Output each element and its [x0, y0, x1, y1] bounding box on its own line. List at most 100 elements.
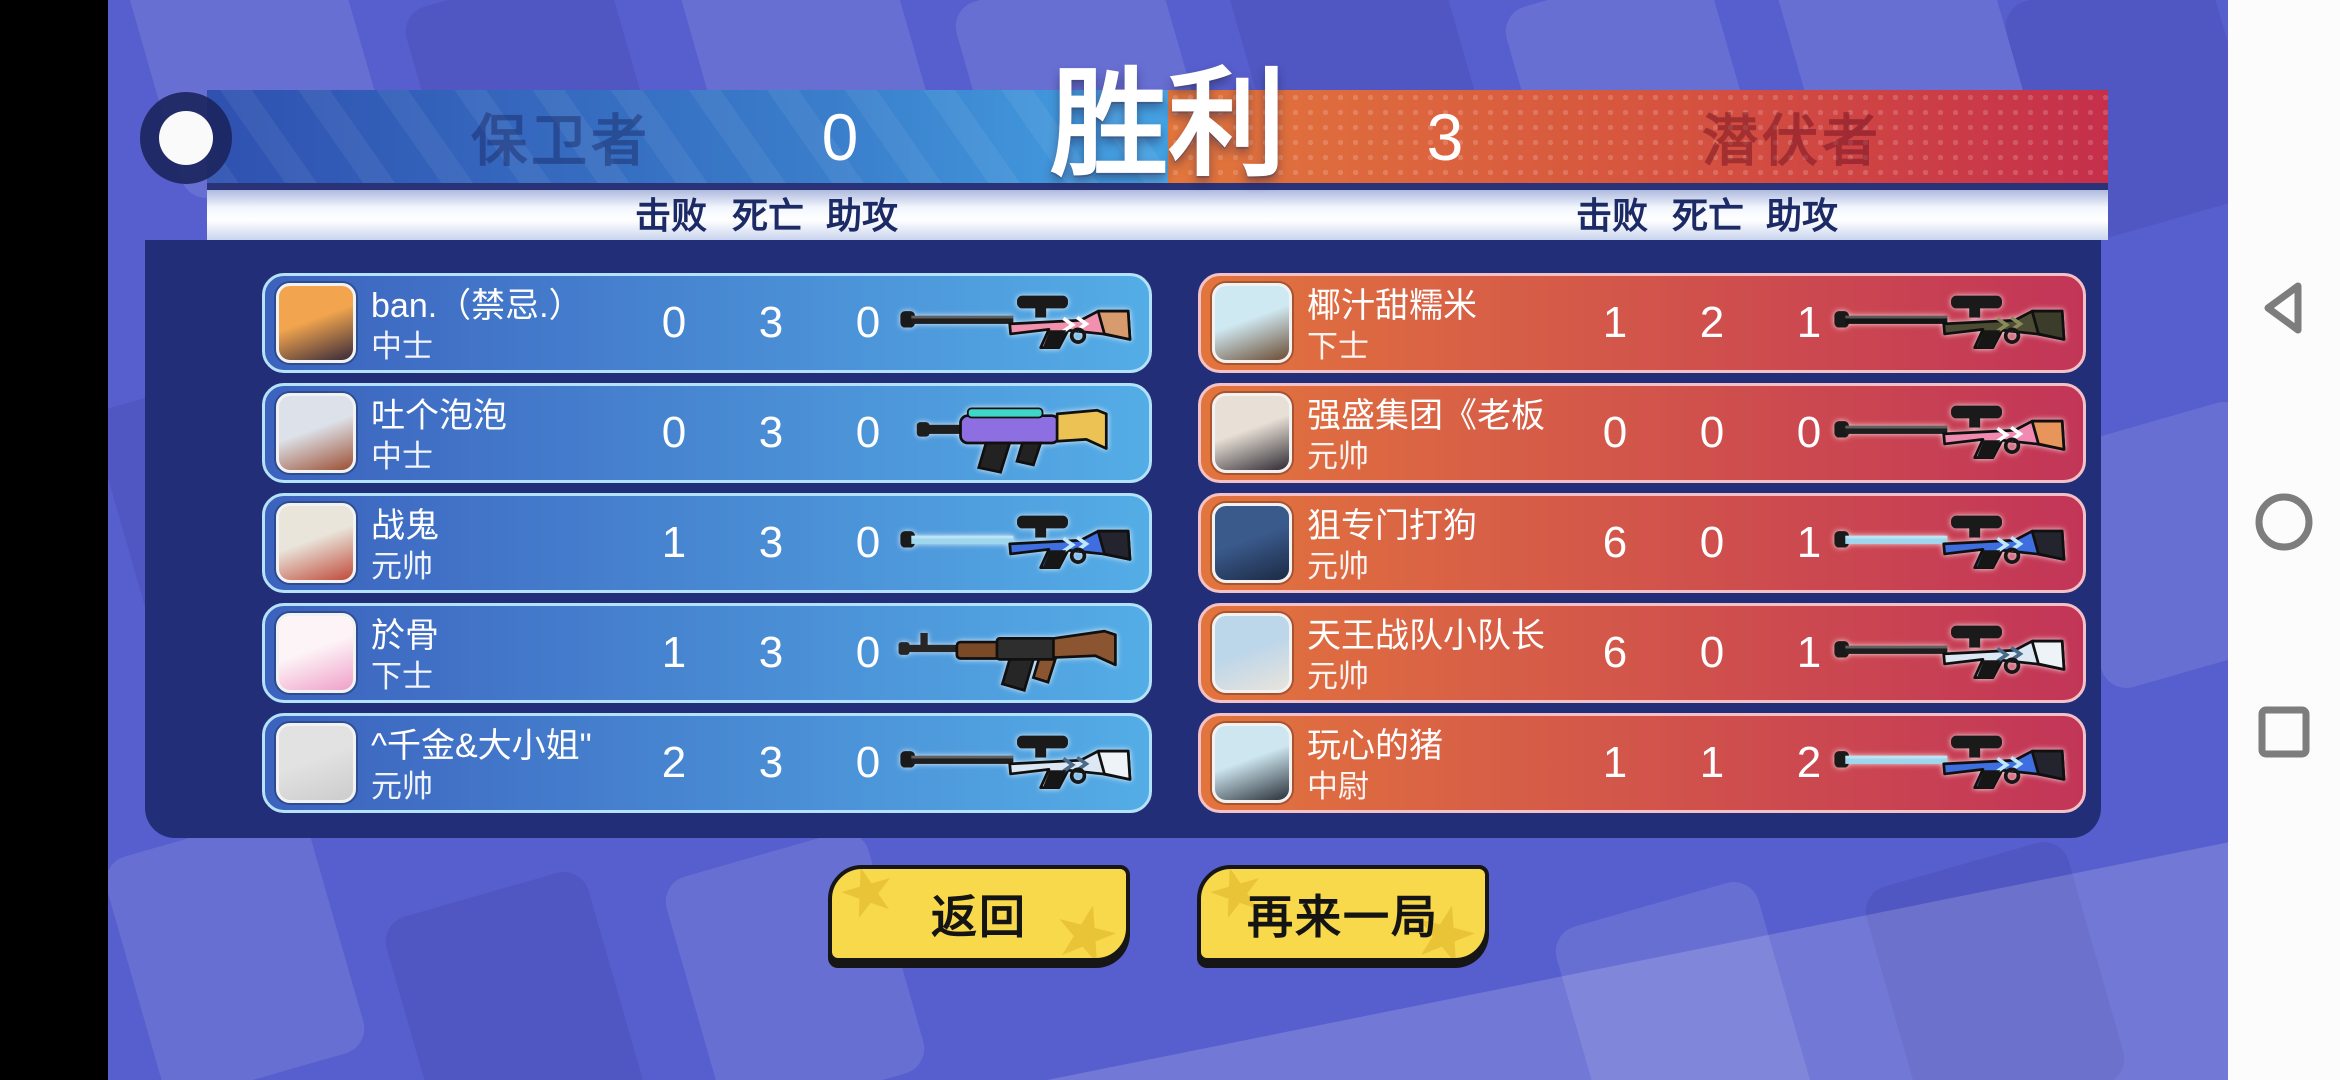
col-label-deaths-right: 死亡 — [1671, 194, 1745, 236]
player-rank: 元帅 — [371, 769, 433, 804]
play-again-button[interactable]: 再来一局 — [1197, 865, 1489, 962]
player-name: 强盛集团《老板 — [1307, 397, 1545, 435]
stat-deaths: 3 — [758, 518, 784, 567]
background-card-decoration — [379, 865, 651, 1080]
col-label-kills-left: 击败 — [634, 194, 708, 236]
team-left-list: ban.（禁忌.） 中士 0 3 0 吐个泡泡 中士 0 3 0 — [262, 273, 1152, 823]
android-recents-icon[interactable] — [2255, 703, 2313, 761]
stat-assists: 1 — [1796, 628, 1822, 677]
android-home-icon[interactable] — [2252, 490, 2316, 554]
stat-deaths: 1 — [1699, 738, 1725, 787]
stat-assists: 0 — [855, 518, 881, 567]
player-row: 於骨 下士 1 3 0 — [262, 603, 1152, 703]
victory-title: 胜利 — [1049, 59, 1287, 191]
stat-kills: 1 — [1602, 298, 1628, 347]
player-name: 玩心的猪 — [1307, 727, 1443, 765]
back-button[interactable]: 返回 — [828, 865, 1130, 962]
player-rank: 元帅 — [371, 549, 433, 584]
player-info: 狙专门打狗 元帅 — [1307, 505, 1477, 587]
floating-ball-button[interactable] — [140, 92, 232, 184]
stat-kills: 2 — [661, 738, 687, 787]
player-rank: 元帅 — [1307, 659, 1369, 694]
weapon-icon — [1831, 282, 2071, 364]
col-label-assists-right: 助攻 — [1765, 194, 1839, 236]
col-label-deaths-left: 死亡 — [731, 194, 805, 236]
background-card-decoration — [99, 805, 371, 1080]
player-stats: 1 3 0 — [644, 606, 898, 700]
stat-kills: 0 — [1602, 408, 1628, 457]
stat-assists: 2 — [1796, 738, 1822, 787]
player-row: ^千金&大小姐" 元帅 2 3 0 — [262, 713, 1152, 813]
col-label-kills-right: 击败 — [1575, 194, 1649, 236]
player-avatar[interactable] — [1212, 613, 1292, 693]
stat-assists: 1 — [1796, 518, 1822, 567]
stat-deaths: 3 — [758, 738, 784, 787]
player-name: 椰汁甜糯米 — [1307, 287, 1477, 325]
player-name: 狙专门打狗 — [1307, 507, 1477, 545]
stat-deaths: 0 — [1699, 518, 1725, 567]
player-avatar[interactable] — [276, 503, 356, 583]
player-rank: 元帅 — [1307, 549, 1369, 584]
stat-kills: 6 — [1602, 518, 1628, 567]
player-avatar[interactable] — [1212, 723, 1292, 803]
player-name: 天王战队小队长 — [1307, 617, 1545, 655]
player-avatar[interactable] — [276, 723, 356, 803]
player-row: 战鬼 元帅 1 3 0 — [262, 493, 1152, 593]
player-name: 战鬼 — [371, 507, 439, 545]
stat-deaths: 3 — [758, 298, 784, 347]
player-avatar[interactable] — [1212, 283, 1292, 363]
defenders-header-half — [207, 90, 1168, 183]
weapon-icon — [897, 282, 1137, 364]
weapon-icon — [1831, 722, 2071, 804]
player-info: 强盛集团《老板 元帅 — [1307, 395, 1545, 477]
player-stats: 0 3 0 — [644, 386, 898, 480]
stat-kills: 6 — [1602, 628, 1628, 677]
player-avatar[interactable] — [276, 283, 356, 363]
player-stats: 0 0 0 — [1585, 386, 1839, 480]
stat-kills: 1 — [661, 628, 687, 677]
android-back-icon[interactable] — [2252, 276, 2316, 340]
player-name: ban.（禁忌.） — [371, 287, 583, 325]
player-avatar[interactable] — [1212, 503, 1292, 583]
player-name: 吐个泡泡 — [371, 397, 507, 435]
infiltrators-score: 3 — [1426, 99, 1464, 174]
weapon-icon — [897, 612, 1137, 694]
player-avatar[interactable] — [276, 393, 356, 473]
stat-deaths: 3 — [758, 628, 784, 677]
player-name: 於骨 — [371, 617, 439, 655]
player-rank: 中士 — [371, 439, 433, 474]
stat-kills: 0 — [661, 408, 687, 457]
score-header-bar: 保卫者 0 3 潜伏者 — [207, 90, 2108, 183]
stat-assists: 0 — [855, 738, 881, 787]
player-avatar[interactable] — [276, 613, 356, 693]
infiltrators-header-half — [1168, 90, 2108, 183]
stat-kills: 0 — [661, 298, 687, 347]
player-rank: 中尉 — [1307, 769, 1369, 804]
player-avatar[interactable] — [1212, 393, 1292, 473]
weapon-icon — [1831, 502, 2071, 584]
player-info: 椰汁甜糯米 下士 — [1307, 285, 1477, 367]
player-info: 天王战队小队长 元帅 — [1307, 615, 1545, 697]
team-right-list: 椰汁甜糯米 下士 1 2 1 强盛集团《老板 元帅 0 0 0 — [1198, 273, 2086, 823]
infiltrators-team-name: 潜伏者 — [1702, 109, 1882, 172]
player-info: ban.（禁忌.） 中士 — [371, 285, 583, 367]
player-row: 天王战队小队长 元帅 6 0 1 — [1198, 603, 2086, 703]
stat-deaths: 2 — [1699, 298, 1725, 347]
stat-columns-strip: 击败 死亡 助攻 击败 死亡 助攻 — [207, 183, 2108, 240]
stat-assists: 0 — [855, 408, 881, 457]
player-info: ^千金&大小姐" 元帅 — [371, 725, 592, 807]
player-row: 吐个泡泡 中士 0 3 0 — [262, 383, 1152, 483]
play-again-button-label: 再来一局 — [1247, 890, 1439, 943]
stat-assists: 0 — [1796, 408, 1822, 457]
player-stats: 2 3 0 — [644, 716, 898, 810]
player-info: 於骨 下士 — [371, 615, 439, 697]
stat-assists: 0 — [855, 628, 881, 677]
player-stats: 1 1 2 — [1585, 716, 1839, 810]
weapon-icon — [897, 722, 1137, 804]
stat-kills: 1 — [661, 518, 687, 567]
back-button-label: 返回 — [931, 890, 1027, 943]
col-label-assists-left: 助攻 — [825, 194, 899, 236]
player-name: ^千金&大小姐" — [371, 727, 592, 765]
player-rank: 下士 — [1307, 329, 1369, 364]
